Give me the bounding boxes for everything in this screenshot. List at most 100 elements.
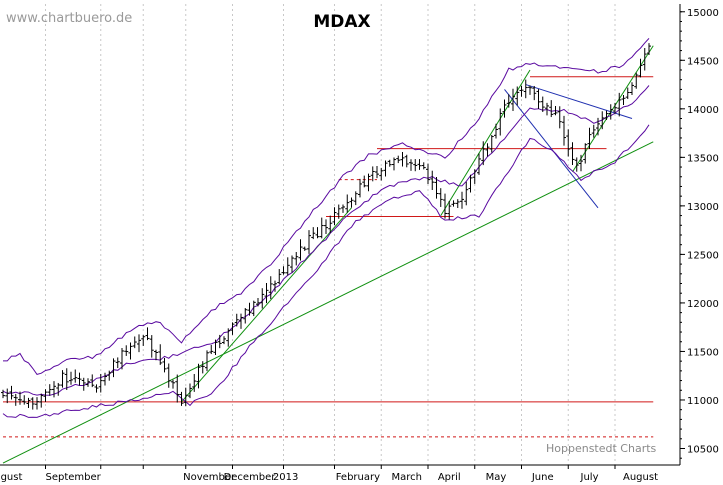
price-bar	[60, 370, 65, 388]
price-bar	[179, 391, 184, 406]
price-bar	[213, 339, 218, 356]
credit-text: Hoppenstedt Charts	[546, 442, 657, 455]
price-bar	[566, 129, 571, 157]
price-bar	[570, 142, 575, 166]
price-bar	[1, 389, 5, 399]
price-bar	[515, 86, 520, 106]
price-bar	[103, 372, 107, 386]
price-bar	[64, 368, 69, 391]
price-bar	[536, 89, 541, 109]
price-bar	[247, 302, 252, 316]
price-bar	[477, 153, 481, 175]
price-bar	[90, 374, 95, 388]
axes: 10500 11000 11500 12000 12500 13000 13500 14000…	[0, 4, 719, 483]
month-label: 2013	[273, 472, 298, 483]
price-bar	[277, 269, 282, 285]
price-bar	[642, 48, 647, 71]
price-bar	[647, 43, 651, 56]
bollinger-middle-band	[2, 85, 650, 396]
price-bar	[349, 197, 354, 208]
price-bar	[260, 288, 265, 309]
y-tick-label: 10500	[687, 445, 719, 456]
price-bar	[273, 280, 277, 292]
price-bar	[22, 395, 27, 405]
price-bar	[73, 369, 78, 383]
y-tick-label: 12500	[687, 250, 719, 261]
bollinger-upper-band	[3, 38, 650, 375]
y-tick-label: 15000	[687, 8, 719, 19]
price-bar	[5, 388, 10, 404]
price-bar	[511, 88, 515, 112]
price-bar	[341, 204, 345, 213]
price-bar	[634, 72, 639, 89]
month-label: May	[486, 472, 507, 483]
price-bar	[638, 58, 643, 78]
price-bar	[485, 143, 490, 157]
price-bar	[387, 159, 392, 167]
price-bar	[281, 266, 286, 275]
y-tick-label: 11000	[687, 396, 719, 407]
price-bar	[217, 334, 222, 349]
y-tick-label: 13000	[687, 202, 719, 213]
price-bars	[1, 43, 651, 410]
price-bar	[600, 111, 605, 130]
price-bar	[9, 385, 14, 400]
price-bar	[494, 123, 498, 139]
price-bar	[200, 361, 205, 374]
month-label: November	[183, 472, 236, 483]
month-grid-lines	[45, 4, 616, 465]
price-bar	[209, 344, 214, 355]
trendline	[572, 45, 654, 173]
price-bar	[421, 162, 426, 170]
price-bar	[192, 374, 197, 392]
price-bar	[625, 87, 630, 99]
price-bar	[591, 124, 596, 138]
price-bar	[256, 298, 260, 307]
price-bar	[107, 370, 112, 381]
price-bar	[630, 82, 634, 95]
price-bar	[617, 92, 622, 117]
price-bar	[226, 328, 231, 347]
price-bar	[460, 191, 464, 209]
price-bar	[400, 151, 405, 167]
price-bar	[549, 100, 554, 118]
price-bar	[455, 199, 460, 209]
price-bar	[26, 397, 31, 409]
price-bar	[290, 255, 294, 273]
price-bar	[149, 335, 154, 358]
price-bar	[443, 193, 447, 219]
price-bar	[145, 327, 150, 341]
price-bar	[251, 300, 256, 317]
chart-title: MDAX	[313, 12, 370, 32]
month-label: March	[392, 472, 422, 483]
price-bar	[608, 104, 613, 120]
price-bar	[358, 178, 362, 198]
price-bar	[141, 335, 146, 346]
trendline	[181, 207, 352, 403]
price-bar	[328, 215, 333, 234]
price-bar	[137, 334, 141, 353]
price-bar	[481, 141, 486, 166]
price-bar	[379, 167, 384, 181]
month-label: gust	[1, 472, 23, 483]
price-bar	[392, 157, 396, 171]
price-bar	[404, 154, 409, 168]
price-bar	[579, 154, 583, 172]
price-bar	[39, 393, 44, 408]
price-bar	[13, 393, 18, 406]
price-bar	[545, 102, 549, 116]
price-bar	[268, 276, 273, 300]
price-bar	[154, 349, 158, 361]
price-bar	[557, 106, 562, 129]
price-bar	[315, 227, 320, 239]
watermark-text: www.chartbuero.de	[6, 11, 132, 26]
price-bar	[506, 94, 511, 108]
month-label: February	[336, 472, 380, 483]
price-bar	[464, 181, 469, 206]
y-tick-label: 14000	[687, 105, 719, 116]
price-bar	[69, 371, 73, 385]
price-bar	[604, 110, 609, 120]
price-bar	[451, 200, 456, 207]
price-bar	[115, 357, 120, 369]
price-bar	[86, 378, 90, 387]
